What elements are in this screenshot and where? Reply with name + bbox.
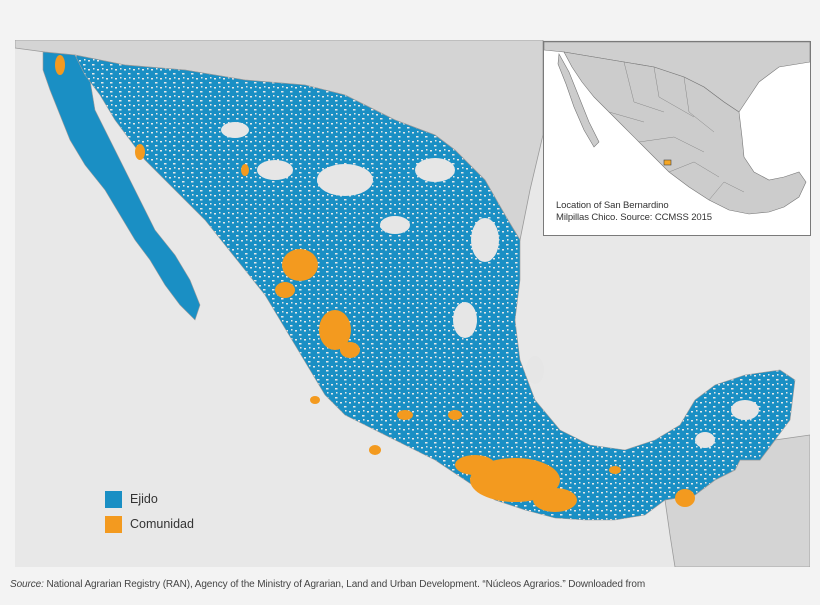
inset-caption-line1: Location of San Bernardino xyxy=(556,200,669,211)
inset-map-svg xyxy=(544,42,810,215)
inset-mexico xyxy=(563,51,807,215)
inset-baja xyxy=(557,53,600,148)
other-land-patches xyxy=(221,122,759,448)
legend-swatch-ejido xyxy=(105,490,122,508)
source-note: Source: National Agrarian Registry (RAN)… xyxy=(10,579,645,590)
inset-caption: Location of San Bernardino Milpillas Chi… xyxy=(556,200,726,224)
location-marker xyxy=(663,159,672,166)
legend: Ejido Comunidad xyxy=(105,489,194,539)
inset-state-lines xyxy=(608,61,745,201)
inset-caption-line2: Milpillas Chico. Source: CCMSS 2015 xyxy=(556,212,712,223)
baja-california xyxy=(42,51,201,321)
legend-item-ejido: Ejido xyxy=(105,489,194,509)
legend-item-comunidad: Comunidad xyxy=(105,514,194,534)
legend-label-ejido: Ejido xyxy=(130,492,158,506)
source-text: National Agrarian Registry (RAN), Agency… xyxy=(43,579,646,590)
comunidad-patches xyxy=(55,55,695,512)
legend-label-comunidad: Comunidad xyxy=(130,517,194,531)
mexico-map-svg xyxy=(15,40,810,567)
mexico-mainland xyxy=(74,54,796,521)
legend-swatch-comunidad xyxy=(105,515,122,533)
inset-gulf xyxy=(752,94,810,170)
inset-map: Location of San Bernardino Milpillas Chi… xyxy=(543,41,811,236)
source-label: Source: xyxy=(10,579,44,590)
